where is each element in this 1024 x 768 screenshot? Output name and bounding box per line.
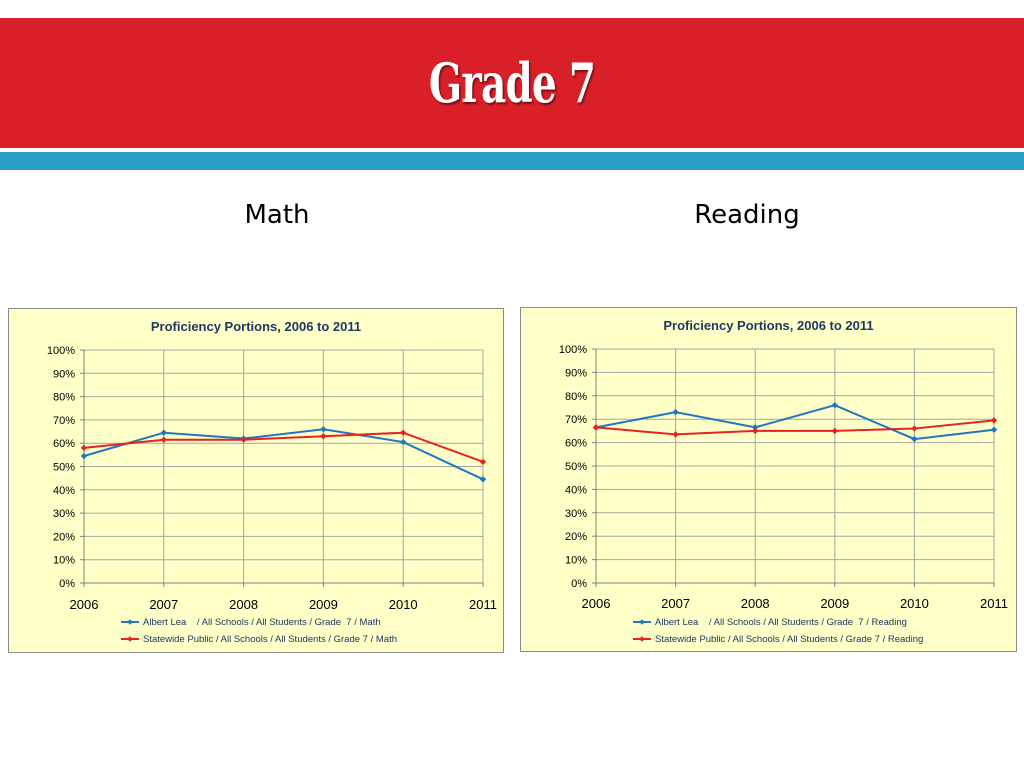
blue-stripe bbox=[0, 152, 1024, 170]
math-x-tick-label: 2006 bbox=[70, 597, 99, 612]
math-series-2-line bbox=[83, 431, 484, 463]
math-x-tick-label: 2011 bbox=[469, 597, 497, 612]
reading-x-tick-label: 2006 bbox=[582, 596, 611, 611]
math-series-1-point bbox=[160, 429, 167, 436]
math-y-tick-label: 20% bbox=[53, 531, 75, 543]
math-x-tick-label: 2008 bbox=[229, 597, 258, 612]
math-series-2-point bbox=[400, 429, 407, 436]
math-y-tick-label: 90% bbox=[53, 368, 75, 380]
reading-y-tick-label: 0% bbox=[571, 578, 587, 590]
reading-y-tick-label: 100% bbox=[559, 344, 587, 356]
reading-series-1-point bbox=[831, 401, 838, 409]
reading-y-tick-label: 90% bbox=[565, 367, 587, 379]
top-margin bbox=[0, 0, 1024, 18]
math-y-tick-label: 70% bbox=[53, 415, 75, 427]
reading-series-2-point bbox=[990, 417, 998, 424]
math-y-tick-label: 30% bbox=[53, 508, 75, 520]
reading-legend-label-2: Statewide Public / All Schools / All Stu… bbox=[655, 634, 923, 645]
math-series-1-point bbox=[479, 476, 487, 483]
math-legend-label-2: Statewide Public / All Schools / All Stu… bbox=[143, 634, 397, 645]
reading-y-tick-label: 80% bbox=[565, 391, 587, 403]
reading-series-1-point bbox=[672, 408, 679, 416]
math-chart-title: Proficiency Portions, 2006 to 2011 bbox=[151, 319, 361, 334]
reading-series-2-point bbox=[831, 427, 838, 435]
reading-series-1-point bbox=[911, 435, 918, 443]
math-y-tick-label: 60% bbox=[53, 438, 75, 450]
reading-y-tick-label: 20% bbox=[565, 531, 587, 543]
math-legend-label-1: Albert Lea / All Schools / All Students … bbox=[143, 617, 381, 628]
reading-chart: Proficiency Portions, 2006 to 2011 0% 10% 2… bbox=[520, 307, 1017, 652]
math-y-tick-label: 80% bbox=[53, 392, 75, 404]
math-x-tick-label: 2010 bbox=[389, 597, 418, 612]
math-series-2-point bbox=[160, 436, 167, 443]
reading-chart-svg: Proficiency Portions, 2006 to 2011 0% 10% 2… bbox=[559, 318, 1008, 645]
reading-y-tick-label: 40% bbox=[565, 484, 587, 496]
reading-x-tick-label: 2010 bbox=[900, 596, 929, 611]
reading-series-2-point bbox=[592, 424, 600, 431]
math-y-tick-label: 50% bbox=[53, 462, 75, 474]
reading-heading: Reading bbox=[694, 200, 800, 230]
reading-y-tick-label: 30% bbox=[565, 508, 587, 520]
math-y-tick-label: 10% bbox=[53, 555, 75, 567]
title-band bbox=[0, 18, 1024, 148]
math-x-tick-label: 2009 bbox=[309, 597, 338, 612]
reading-series-1-line bbox=[595, 404, 995, 441]
math-y-tick-label: 40% bbox=[53, 485, 75, 497]
reading-y-tick-label: 50% bbox=[565, 461, 587, 473]
math-series-1-point bbox=[400, 438, 407, 446]
reading-legend-marker-2 bbox=[639, 636, 645, 642]
math-heading: Math bbox=[244, 200, 310, 230]
math-legend-marker-2 bbox=[127, 636, 133, 642]
math-series-2-point bbox=[320, 433, 327, 440]
reading-series-2-point bbox=[911, 425, 918, 432]
reading-chart-title: Proficiency Portions, 2006 to 2011 bbox=[663, 318, 873, 333]
reading-x-tick-label: 2009 bbox=[820, 596, 849, 611]
reading-y-tick-label: 60% bbox=[565, 438, 587, 450]
math-y-tick-label: 0% bbox=[59, 578, 75, 590]
math-series-2-point bbox=[80, 444, 88, 452]
reading-y-tick-label: 10% bbox=[565, 555, 587, 567]
math-chart: Proficiency Portions, 2006 to 2011 0% 10% 2… bbox=[8, 308, 504, 653]
slide-title: Grade 7 bbox=[428, 51, 596, 115]
reading-legend-marker-1 bbox=[639, 619, 645, 625]
reading-series-2-point bbox=[752, 427, 759, 435]
math-series-2-point bbox=[479, 458, 487, 466]
reading-series-2-line bbox=[595, 419, 995, 436]
reading-y-tick-label: 70% bbox=[565, 414, 587, 426]
math-chart-svg: Proficiency Portions, 2006 to 2011 0% 10% 2… bbox=[47, 319, 497, 645]
math-series-1-point bbox=[80, 452, 88, 460]
reading-series-2-point bbox=[672, 431, 679, 438]
math-legend-marker-1 bbox=[127, 619, 133, 625]
math-series-2-point bbox=[240, 436, 247, 443]
math-y-tick-label: 100% bbox=[47, 345, 75, 357]
math-x-tick-label: 2007 bbox=[149, 597, 178, 612]
reading-x-tick-label: 2007 bbox=[661, 596, 690, 611]
reading-x-tick-label: 2008 bbox=[741, 596, 770, 611]
math-series-1-line bbox=[83, 428, 484, 481]
reading-series-1-point bbox=[990, 426, 998, 433]
reading-x-tick-label: 2011 bbox=[980, 596, 1008, 611]
math-series-1-point bbox=[320, 426, 327, 433]
reading-legend-label-1: Albert Lea / All Schools / All Students … bbox=[655, 617, 907, 628]
